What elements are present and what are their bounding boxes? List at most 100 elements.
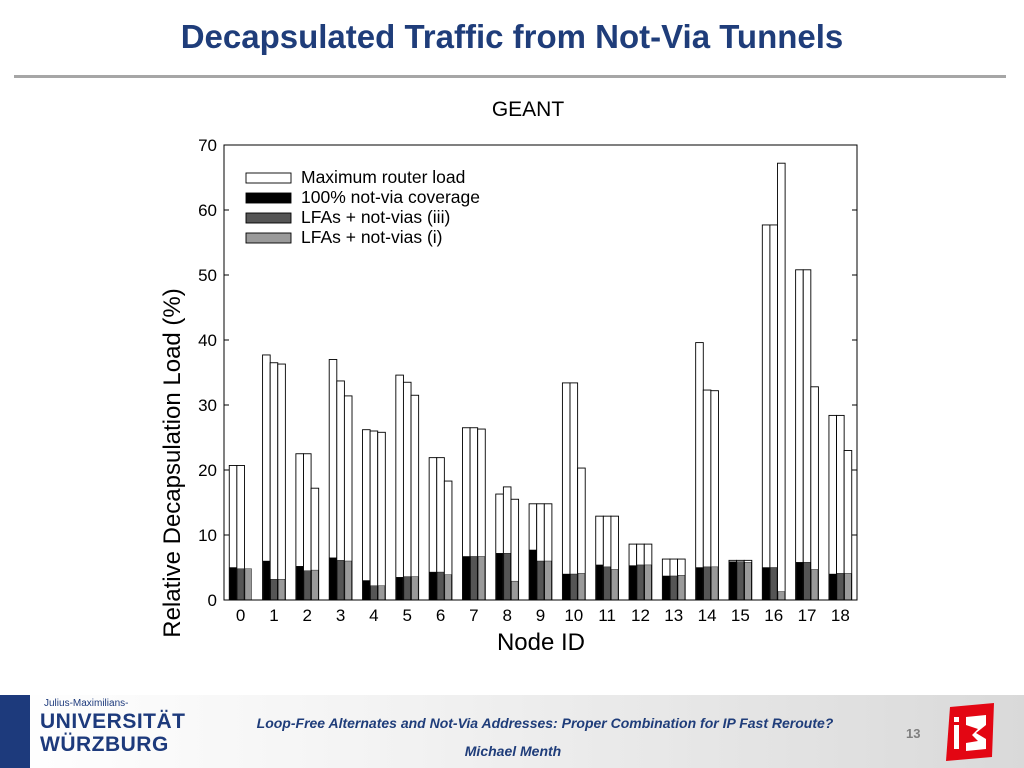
bar-100-not-via-coverage: [762, 567, 770, 601]
chart-area: GEANT Node ID Relative Decapsulation Loa…: [0, 90, 1024, 670]
legend-swatch: [245, 192, 292, 204]
logo-bar: [0, 695, 30, 768]
bar-100-not-via-coverage: [629, 565, 637, 601]
bar-100-not-via-coverage: [662, 575, 670, 601]
bar-lfas-not-vias-iii: [836, 573, 844, 601]
chart-title: GEANT: [492, 98, 565, 121]
bar-max-load: [561, 382, 571, 601]
bar-group-node-15: [728, 559, 753, 601]
bar-lfas-not-vias-iii: [270, 579, 278, 601]
x-tick-label: 15: [731, 606, 750, 625]
x-tick-label: 9: [536, 606, 545, 625]
bar-max-load: [802, 269, 812, 601]
bar-group-node-17: [795, 269, 819, 601]
page-number: 13: [906, 726, 921, 741]
i3-logo-icon: [946, 703, 994, 761]
legend-label: Maximum router load: [301, 167, 465, 187]
y-tick-label: 30: [198, 396, 217, 415]
bar-max-load: [410, 394, 420, 601]
bar-100-not-via-coverage: [562, 573, 570, 601]
bar-lfas-not-vias-iii: [537, 560, 545, 601]
x-tick-label: 11: [598, 606, 616, 625]
y-tick-label: 0: [208, 591, 217, 610]
bar-lfas-not-vias-i: [577, 573, 585, 601]
x-tick-label: 1: [269, 606, 278, 625]
legend-swatch: [245, 172, 292, 184]
x-tick-label: 12: [631, 606, 650, 625]
bar-lfas-not-vias-iii: [603, 566, 611, 601]
bar-lfas-not-vias-i: [777, 591, 785, 601]
bar-lfas-not-vias-iii: [770, 567, 778, 601]
x-tick-label: 13: [664, 606, 683, 625]
title-divider: [14, 75, 1006, 78]
bar-100-not-via-coverage: [596, 564, 604, 601]
bar-group-node-16: [761, 162, 786, 601]
bar-max-load: [810, 386, 819, 601]
bar-100-not-via-coverage: [829, 573, 837, 601]
y-tick-label: 70: [198, 136, 217, 155]
bar-lfas-not-vias-i: [744, 562, 752, 601]
bar-lfas-not-vias-i: [611, 569, 619, 601]
x-tick-label: 2: [303, 606, 312, 625]
bar-100-not-via-coverage: [296, 566, 304, 601]
bar-lfas-not-vias-iii: [736, 561, 744, 601]
legend-label: LFAs + not-vias (iii): [301, 207, 450, 227]
bar-100-not-via-coverage: [362, 580, 370, 601]
bar-group-node-5: [395, 374, 420, 601]
y-tick-label: 50: [198, 266, 217, 285]
bar-lfas-not-vias-iii: [237, 568, 245, 601]
footer-author: Michael Menth: [464, 743, 562, 759]
slide-title: Decapsulated Traffic from Not-Via Tunnel…: [180, 18, 844, 55]
x-tick-label: 7: [469, 606, 478, 625]
bar-lfas-not-vias-iii: [337, 560, 345, 601]
x-tick-label: 4: [369, 606, 378, 625]
legend-swatch: [245, 212, 292, 224]
y-axis-label: Relative Decapsulation Load (%): [159, 288, 186, 638]
bar-lfas-not-vias-i: [711, 566, 719, 601]
bar-group-node-10: [561, 382, 586, 601]
x-tick-label: 3: [336, 606, 345, 625]
bar-lfas-not-vias-iii: [803, 562, 811, 601]
bar-lfas-not-vias-i: [378, 585, 386, 601]
bar-lfas-not-vias-i: [311, 569, 319, 601]
legend-label: LFAs + not-vias (i): [301, 227, 443, 247]
legend-label: 100% not-via coverage: [301, 187, 480, 207]
bar-lfas-not-vias-i: [544, 560, 552, 601]
bar-lfas-not-vias-iii: [403, 576, 411, 601]
bar-lfas-not-vias-i: [644, 564, 652, 601]
footer-talk-title: Loop-Free Alternates and Not-Via Address…: [256, 715, 834, 731]
bar-groups: [228, 162, 853, 601]
bar-max-load: [777, 162, 786, 601]
bar-lfas-not-vias-i: [677, 575, 685, 601]
bar-group-node-3: [328, 359, 353, 601]
bar-lfas-not-vias-i: [844, 573, 852, 601]
bar-group-node-6: [428, 457, 453, 601]
bar-lfas-not-vias-iii: [303, 570, 311, 601]
bar-max-load: [828, 414, 837, 601]
bar-max-load: [362, 429, 371, 601]
bar-group-node-1: [262, 354, 286, 601]
x-tick-label: 16: [764, 606, 783, 625]
y-tick-label: 40: [198, 331, 217, 350]
bar-lfas-not-vias-i: [444, 574, 452, 601]
bar-lfas-not-vias-iii: [437, 571, 445, 601]
bar-100-not-via-coverage: [429, 571, 437, 601]
x-tick-label: 0: [236, 606, 245, 625]
bar-group-node-14: [695, 342, 719, 601]
bar-100-not-via-coverage: [695, 567, 703, 601]
bar-100-not-via-coverage: [262, 560, 270, 601]
bar-group-node-12: [628, 543, 653, 601]
x-tick-label: 8: [502, 606, 511, 625]
y-tick-label: 20: [198, 461, 217, 480]
bar-100-not-via-coverage: [462, 556, 470, 601]
logo-tagline: Julius-Maximilians-: [44, 698, 129, 709]
bar-lfas-not-vias-iii: [470, 556, 478, 601]
bar-lfas-not-vias-i: [477, 556, 485, 601]
bar-group-node-9: [528, 503, 553, 601]
bar-lfas-not-vias-iii: [703, 566, 711, 601]
logo-line-1: UNIVERSITÄT: [40, 710, 186, 733]
x-tick-label: 10: [564, 606, 583, 625]
bar-100-not-via-coverage: [729, 561, 737, 601]
bar-100-not-via-coverage: [529, 549, 537, 601]
